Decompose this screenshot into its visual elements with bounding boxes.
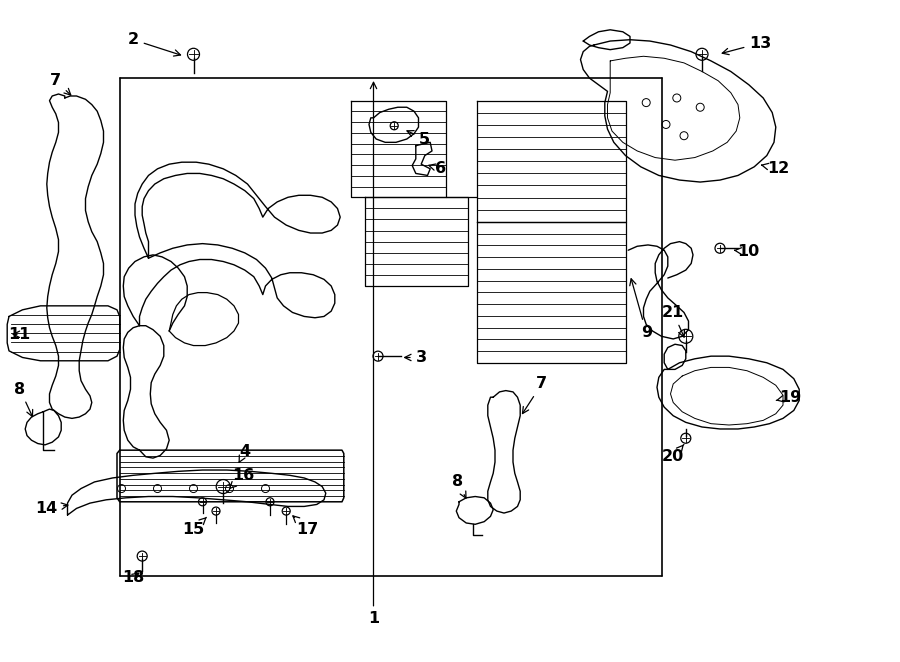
Text: 9: 9 (630, 279, 652, 340)
Text: 11: 11 (9, 327, 31, 342)
Text: 17: 17 (292, 516, 319, 537)
Text: 7: 7 (523, 377, 547, 414)
Text: 10: 10 (734, 244, 760, 259)
Text: 21: 21 (662, 305, 684, 337)
Text: 19: 19 (777, 390, 801, 404)
Text: 5: 5 (407, 130, 430, 146)
Text: 3: 3 (405, 350, 427, 365)
Text: 4: 4 (239, 444, 250, 462)
Text: 14: 14 (36, 501, 68, 516)
Text: 1: 1 (368, 82, 379, 626)
Text: 18: 18 (122, 570, 144, 585)
Text: 2: 2 (128, 32, 181, 56)
Text: 6: 6 (428, 162, 446, 176)
Text: 7: 7 (50, 73, 71, 95)
Text: 8: 8 (14, 382, 32, 416)
Text: 15: 15 (183, 518, 206, 537)
Text: 12: 12 (761, 162, 789, 176)
Text: 13: 13 (722, 36, 771, 55)
Text: 16: 16 (230, 468, 254, 489)
Text: 8: 8 (452, 475, 466, 498)
Text: 20: 20 (662, 444, 684, 464)
